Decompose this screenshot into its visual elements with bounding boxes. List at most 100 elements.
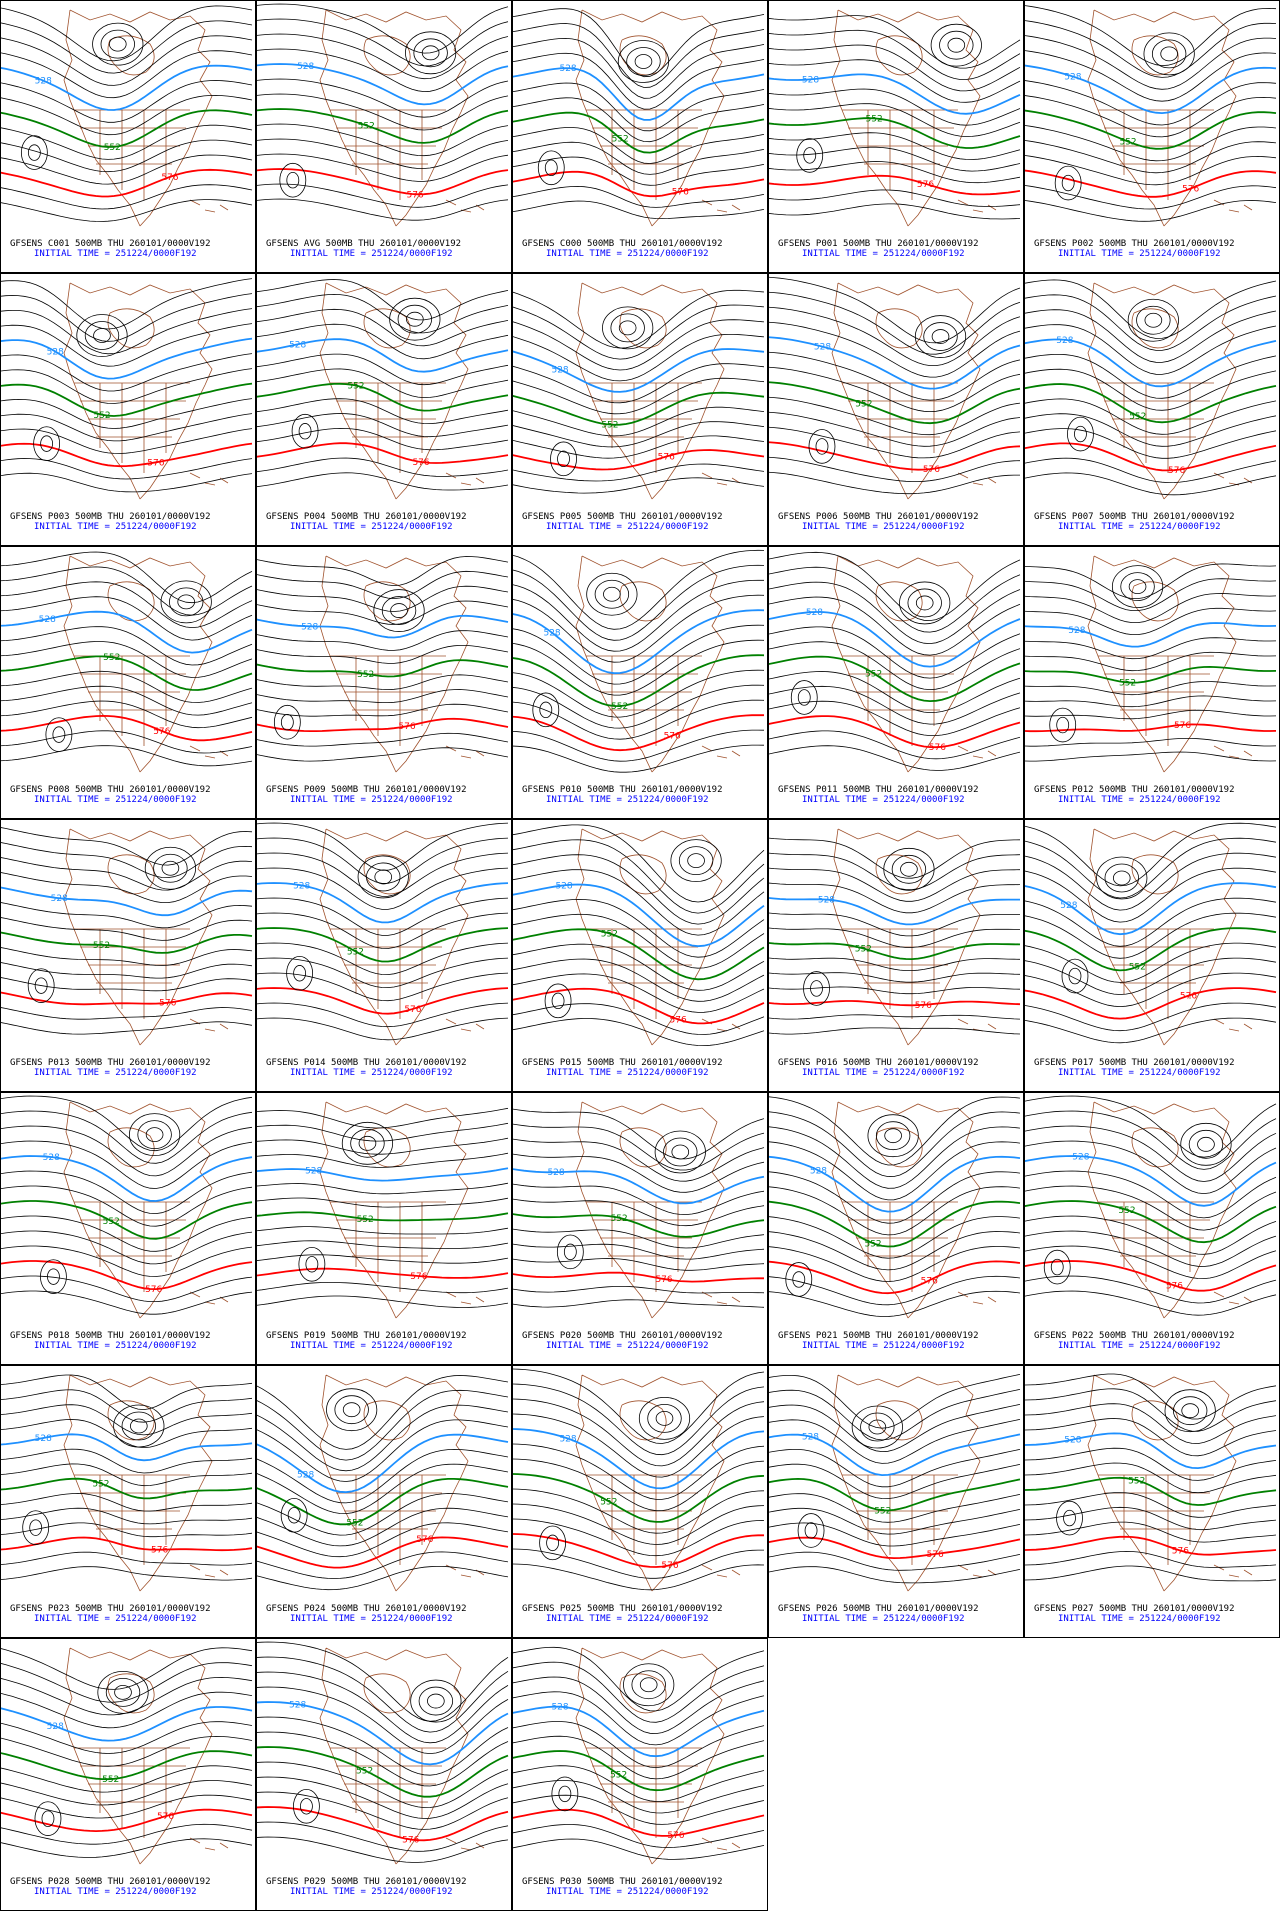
low-center (97, 1670, 149, 1714)
highlight-contour (1025, 1535, 1277, 1556)
panel-subtitle: INITIAL TIME = 251224/0000F192 (290, 795, 453, 805)
panel-title: GFSENS P021 500MB THU 260101/0000V192 (778, 1331, 978, 1341)
contour-line (769, 1014, 1021, 1020)
contour-label: 552 (346, 1519, 363, 1529)
panel-subtitle: INITIAL TIME = 251224/0000F192 (1058, 1614, 1221, 1624)
contour-line (257, 308, 509, 347)
contour-label: 528 (818, 896, 835, 906)
contour-line (257, 123, 509, 157)
contour-line (257, 198, 509, 221)
highlight-contour (769, 1200, 1021, 1248)
low-center (108, 36, 127, 52)
contour-line (769, 29, 1021, 80)
low-center (618, 320, 637, 336)
high-center (52, 726, 66, 743)
contour-line (1025, 1447, 1277, 1481)
low-center (84, 321, 120, 350)
contour-line (513, 824, 765, 903)
contour-label: 528 (814, 343, 831, 353)
map-area: 528 552 576 (769, 1374, 1021, 1592)
contour-line (257, 1836, 509, 1863)
contour-label: 552 (865, 669, 882, 679)
contour-line (769, 1186, 1021, 1236)
high-center (47, 1268, 60, 1285)
highlight-contour (1, 109, 253, 148)
panel-subtitle: INITIAL TIME = 251224/0000F192 (802, 249, 965, 259)
panel-border (0, 0, 256, 273)
contour-line (513, 1646, 765, 1712)
contour-line (1025, 681, 1277, 696)
contour-line (769, 426, 1021, 459)
panel-title: GFSENS P014 500MB THU 260101/0000V192 (266, 1058, 466, 1068)
contour-line (257, 1507, 509, 1547)
low-center (1172, 1396, 1208, 1426)
highlight-contour (513, 1271, 764, 1283)
contour-line (513, 624, 765, 685)
contour-label: 576 (410, 1272, 427, 1282)
high-center (298, 423, 312, 440)
contour-line (1, 626, 253, 666)
contour-line (769, 471, 1020, 495)
contour-line (769, 912, 1020, 937)
panel-border (512, 0, 768, 273)
contour-label: 528 (559, 1435, 576, 1445)
highlight-contour (257, 717, 509, 732)
contour-line (769, 1551, 1021, 1571)
low-center (939, 30, 974, 60)
low-center (413, 38, 448, 68)
contour-line (1, 5, 253, 62)
contour-line (257, 732, 509, 747)
contour-line (1025, 309, 1277, 363)
contour-line (1, 1419, 253, 1449)
contour-line (257, 912, 509, 949)
map-area: 528 552 576 (1, 1374, 253, 1592)
map-panel: 528 552 576 GFSENS AVG 500MB THU 260101/000… (256, 0, 512, 273)
highlight-contour (257, 1701, 509, 1766)
contour-line (1, 917, 253, 941)
map-panel: 528 552 576 GFSENS P001 500MB THU 260101/00… (768, 0, 1024, 273)
contour-line (513, 1413, 765, 1478)
contour-label: 576 (1168, 466, 1185, 476)
contour-label: 528 (51, 894, 68, 904)
low-center (427, 1693, 445, 1709)
contour-line (1, 353, 253, 392)
high-center (1068, 967, 1082, 985)
panel-title: GFSENS P003 500MB THU 260101/0000V192 (10, 512, 210, 522)
low-center (341, 1121, 394, 1165)
contour-line (513, 1721, 765, 1769)
contour-line (513, 200, 765, 220)
contour-line (1, 1566, 253, 1581)
contour-label: 552 (102, 1775, 119, 1785)
low-center (931, 329, 950, 344)
panel-subtitle: INITIAL TIME = 251224/0000F192 (290, 1614, 453, 1624)
map-panel: 528 552 576 GFSENS P026 500MB THU 260101/00… (768, 1365, 1024, 1638)
contour-line (257, 353, 509, 386)
contour-line (1, 35, 253, 86)
contour-line (1, 368, 253, 404)
map-area: 528 552 576 (513, 824, 765, 1047)
contour-line (513, 729, 765, 762)
low-center (326, 1388, 378, 1432)
contour-label: 528 (551, 365, 568, 375)
highlight-contour (513, 170, 765, 198)
highlight-contour (769, 611, 1021, 668)
panel-title: GFSENS P030 500MB THU 260101/0000V192 (522, 1877, 722, 1887)
contour-line (257, 747, 509, 762)
panel-border (768, 819, 1024, 1092)
contour-line (1, 551, 253, 604)
contour-line (1, 947, 253, 966)
contour-line (769, 103, 1021, 138)
highlight-contour (257, 1433, 509, 1494)
low-center (610, 313, 645, 343)
panel-border (768, 273, 1024, 546)
map-panel: 528 552 576 GFSENS P029 500MB THU 260101/00… (256, 1638, 512, 1911)
contour-label: 552 (1129, 963, 1146, 973)
highlight-contour (1, 1750, 253, 1781)
low-center (406, 311, 424, 327)
panel-border (512, 1365, 768, 1638)
contour-line (1, 472, 253, 493)
panel-subtitle: INITIAL TIME = 251224/0000F192 (1058, 1341, 1221, 1351)
panel-border (768, 546, 1024, 819)
highlight-contour (513, 1168, 765, 1205)
map-panel: 528 552 576 GFSENS P023 500MB THU 260101/00… (0, 1365, 256, 1638)
